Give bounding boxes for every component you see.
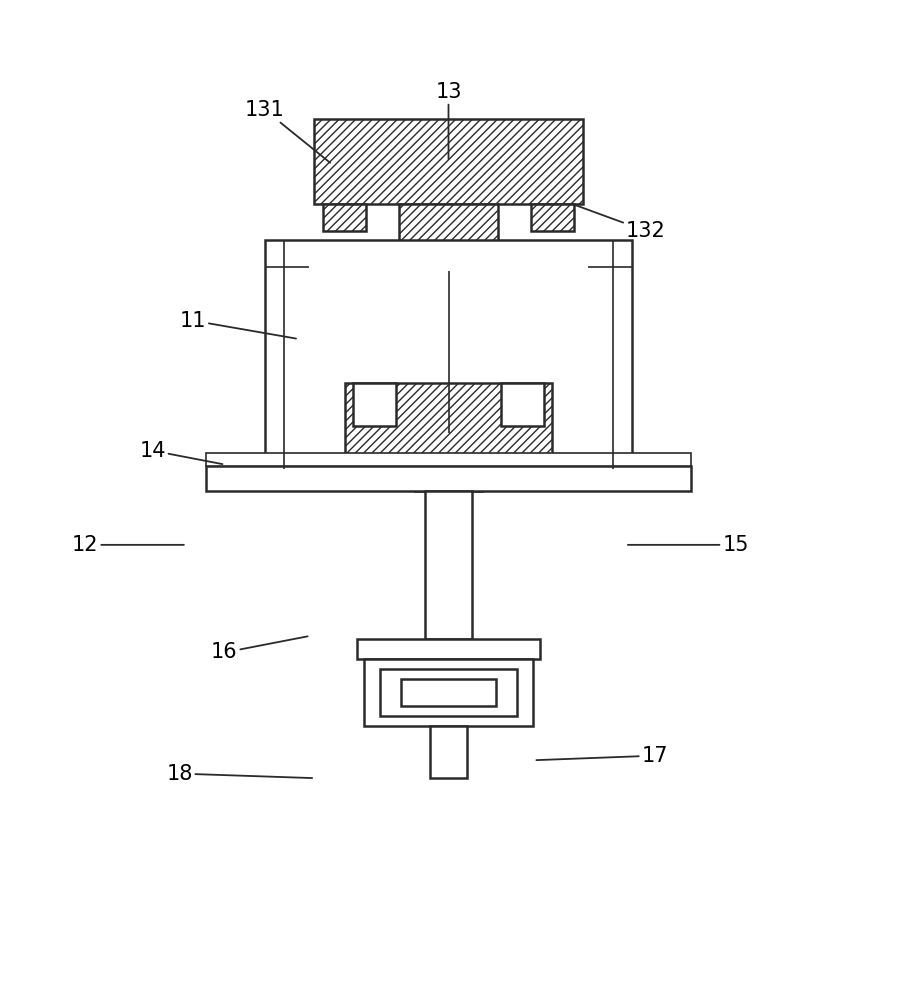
Bar — [356, 639, 540, 659]
Text: 16: 16 — [211, 636, 308, 662]
Bar — [353, 383, 396, 426]
Bar — [317, 274, 375, 430]
Bar — [345, 383, 552, 455]
Bar — [402, 464, 414, 482]
Text: 18: 18 — [166, 764, 312, 784]
Bar — [483, 464, 495, 482]
Bar — [425, 491, 472, 639]
Text: 17: 17 — [536, 746, 668, 766]
Text: 14: 14 — [139, 441, 222, 464]
Bar — [501, 383, 544, 426]
Bar — [399, 204, 498, 289]
Bar — [414, 455, 483, 491]
Bar — [430, 726, 467, 778]
Text: 13: 13 — [435, 82, 462, 159]
Text: 15: 15 — [628, 535, 749, 555]
Bar — [265, 240, 632, 469]
Bar — [314, 119, 583, 204]
Bar — [402, 679, 495, 706]
Bar — [380, 669, 517, 716]
Bar — [309, 262, 588, 442]
Bar — [323, 204, 366, 231]
Bar — [206, 466, 691, 491]
Bar — [364, 659, 533, 726]
Text: 12: 12 — [72, 535, 184, 555]
Bar — [531, 204, 574, 231]
Text: 131: 131 — [245, 100, 330, 163]
Bar — [206, 453, 691, 466]
Text: 132: 132 — [572, 204, 666, 241]
Bar — [425, 469, 472, 491]
Bar — [375, 262, 522, 442]
Text: 11: 11 — [179, 311, 296, 339]
Bar — [522, 274, 580, 430]
